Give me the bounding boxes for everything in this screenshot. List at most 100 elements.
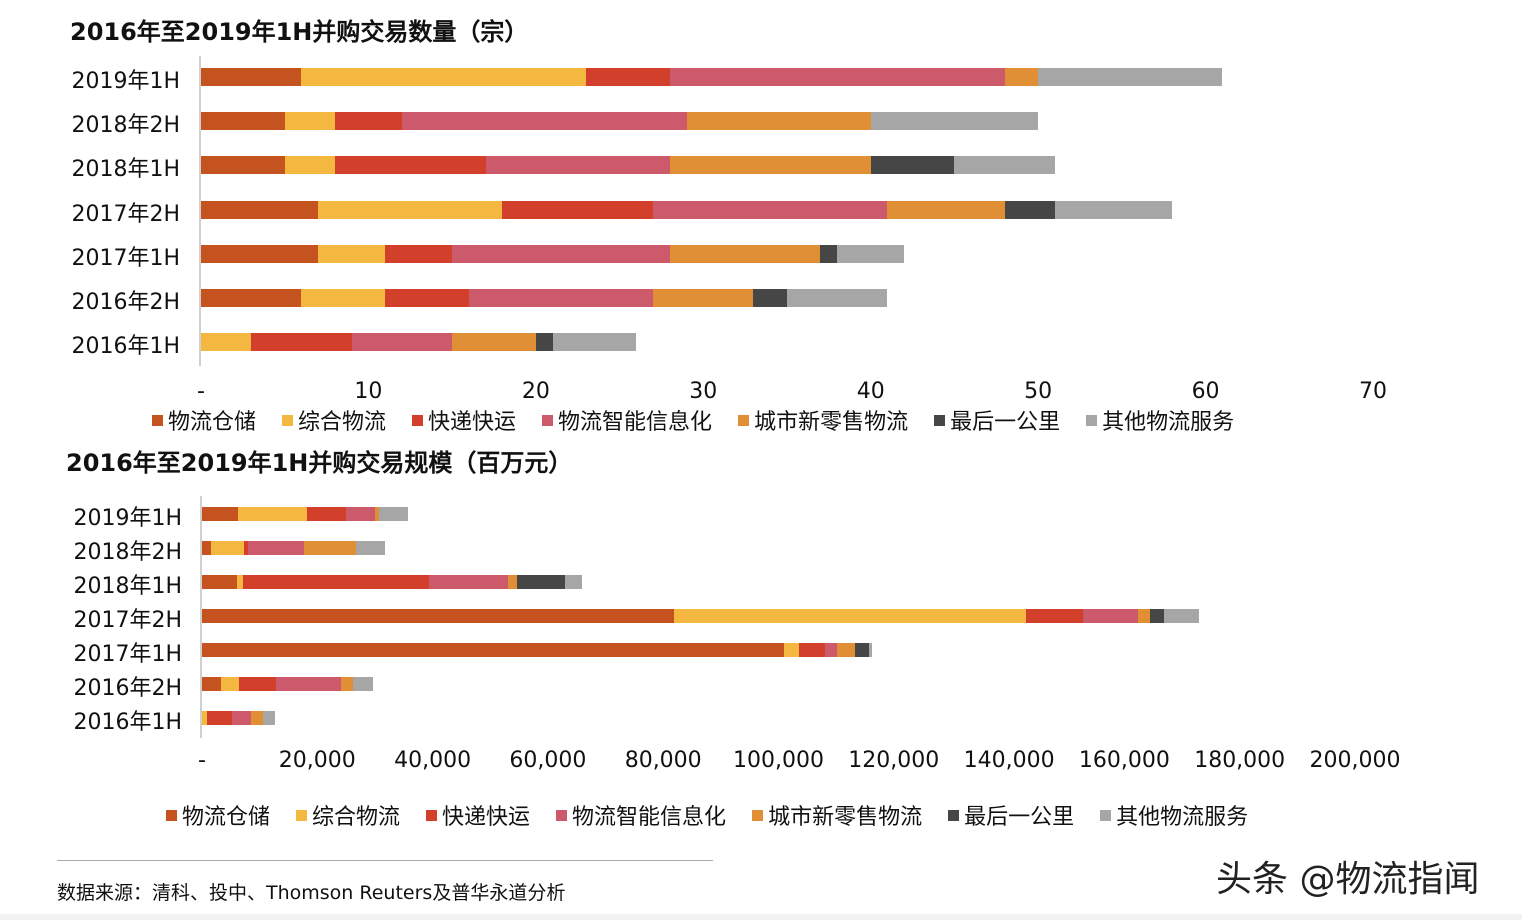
legend-swatch-icon [412, 414, 424, 426]
stacked-bar [201, 333, 637, 352]
bar-segment [248, 541, 305, 555]
bar-segment [284, 112, 335, 131]
bar-segment [251, 333, 352, 352]
bar-segment [653, 289, 754, 307]
bar-segment [586, 68, 670, 86]
stacked-bar [201, 112, 1039, 131]
bar-segment [355, 541, 385, 555]
legend-label: 城市新零售物流 [754, 410, 909, 435]
category-label: 2019年1H [71, 69, 180, 94]
bar-segment [334, 156, 486, 175]
legend-item: 物流智能信息化 [542, 404, 712, 436]
bar-segment [351, 333, 453, 352]
data-source-note: 数据来源：清科、投中、Thomson Reuters及普华永道分析 [57, 882, 566, 904]
legend-swatch-icon [296, 809, 308, 821]
legend-label: 最后一公里 [950, 410, 1061, 435]
bar-segment [1004, 68, 1039, 86]
bar-segment [1038, 68, 1223, 86]
bar-segment [535, 333, 553, 352]
bar-segment [275, 677, 341, 691]
legend-swatch-icon [542, 414, 554, 426]
category-label: 2017年2H [71, 201, 180, 227]
bar-segment [1083, 609, 1138, 623]
x-tick-label: 40,000 [394, 748, 472, 773]
legend-swatch-icon [556, 809, 568, 821]
category-label: 2017年1H [73, 642, 182, 667]
bar-segment [429, 575, 509, 589]
legend-item: 其他物流服务 [1086, 404, 1234, 436]
x-tick-label: 80,000 [624, 748, 702, 773]
bar-segment [340, 677, 353, 691]
stacked-bar [202, 575, 582, 589]
bar-segment [468, 289, 654, 307]
bar-segment [301, 68, 587, 86]
category-label: 2017年1H [71, 245, 180, 271]
legend-item: 最后一公里 [948, 799, 1074, 831]
stacked-bar [202, 677, 374, 691]
bar-segment [201, 289, 302, 307]
bar-segment [669, 244, 821, 263]
legend-item: 物流智能信息化 [556, 799, 726, 831]
x-tick-label: 140,000 [963, 748, 1055, 773]
category-label: 2018年1H [73, 574, 182, 599]
x-tick-label: 10 [354, 379, 383, 404]
bar-segment [837, 643, 856, 657]
bar-segment [237, 507, 307, 521]
x-tick-label: 180,000 [1194, 748, 1286, 773]
legend-item: 城市新零售物流 [738, 404, 908, 436]
x-tick-label: - [197, 379, 205, 404]
bar-segment [1137, 609, 1151, 623]
bar-segment [954, 156, 1055, 175]
bar-segment [674, 609, 1027, 623]
bar-segment [201, 200, 319, 219]
stacked-bar [202, 507, 408, 521]
category-label: 2017年2H [73, 608, 182, 633]
legend-item: 物流仓储 [166, 799, 270, 831]
legend-item: 物流仓储 [152, 404, 256, 436]
bar-segment [306, 507, 347, 521]
category-label: 2019年1H [73, 506, 182, 531]
legend-label: 城市新零售物流 [768, 805, 923, 830]
bar-segment [401, 112, 687, 131]
category-label: 2016年2H [71, 290, 180, 315]
x-tick-label: 100,000 [733, 748, 824, 773]
bar-segment [502, 200, 654, 219]
x-tick-label: 40 [856, 379, 885, 404]
bar-segment [353, 677, 374, 691]
legend-swatch-icon [738, 414, 750, 426]
legend-label: 综合物流 [312, 805, 401, 830]
x-tick-label: 20,000 [278, 748, 356, 773]
bar-segment [202, 507, 238, 521]
y-axis-line [200, 496, 202, 738]
bar-segment [825, 643, 838, 657]
legend-label: 综合物流 [298, 410, 387, 435]
bar-segment [201, 333, 252, 352]
bar-segment [250, 711, 264, 725]
legend-swatch-icon [752, 809, 764, 821]
bar-segment [837, 244, 905, 263]
stacked-bar [202, 711, 276, 725]
legend-label: 物流仓储 [182, 805, 271, 830]
chart1-title: 2016年至2019年1H并购交易数量（宗） [70, 18, 529, 46]
legend-swatch-icon [948, 809, 960, 821]
legend-item: 城市新零售物流 [752, 799, 922, 831]
stacked-bar [202, 643, 872, 657]
bar-segment [304, 541, 356, 555]
bar-segment [346, 507, 375, 521]
bar-segment [202, 609, 675, 623]
bar-segment [855, 643, 869, 657]
legend-label: 快递快运 [442, 805, 531, 830]
category-label: 2018年2H [71, 113, 180, 139]
bar-segment [211, 541, 245, 555]
bar-segment [552, 333, 637, 352]
stacked-bar [201, 156, 1055, 175]
bar-segment [202, 677, 222, 691]
bar-segment [686, 112, 871, 131]
bar-segment [201, 244, 319, 263]
bar-segment [485, 156, 670, 175]
bar-segment [231, 711, 251, 725]
stacked-bar [201, 200, 1172, 219]
legend-label: 快递快运 [428, 410, 517, 435]
chart1-legend: 物流仓储 综合物流 快递快运 物流智能信息化 城市新零售物流 最后一公里 其他物流服务 [152, 404, 1260, 436]
bar-segment [870, 112, 1039, 131]
